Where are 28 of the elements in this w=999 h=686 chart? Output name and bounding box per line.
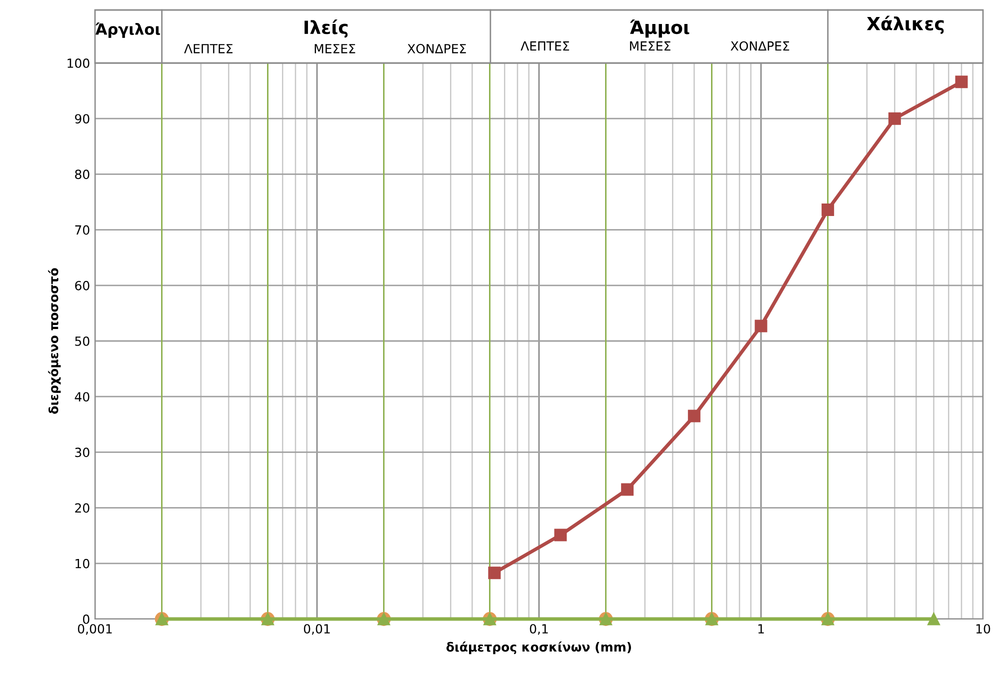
- x-tick-label: 1: [758, 624, 764, 634]
- y-tick-label: 90: [75, 114, 90, 124]
- x-tick-label: 0,1: [530, 624, 548, 635]
- y-tick-label: 50: [75, 336, 90, 346]
- text: ΧΟΝΔΡΕΣ: [407, 44, 466, 54]
- text: Ιλείς: [304, 19, 348, 38]
- y-axis-title: διερχόμενο ποσοστό: [48, 268, 61, 414]
- y-tick-label: 70: [75, 225, 90, 235]
- y-tick-label: 0: [83, 614, 90, 624]
- text: Χάλικες: [866, 16, 944, 34]
- y-tick-label: 80: [75, 170, 90, 180]
- text: ΜΕΣΕΣ: [630, 41, 670, 51]
- y-tick-label: 40: [74, 392, 90, 402]
- x-tick-label: 0,001: [78, 624, 112, 635]
- x-tick-label: 10: [976, 624, 990, 634]
- x-tick-label: 0,01: [304, 624, 330, 635]
- y-tick-label: 60: [75, 280, 90, 290]
- text: Άργιλοι: [95, 22, 160, 38]
- text: ΜΕΣΕΣ: [314, 44, 356, 54]
- y-tick-label: 30: [75, 448, 90, 458]
- x-axis-title: διάμετρος κοσκίνων (mm): [446, 642, 631, 654]
- y-tick-label: 100: [68, 58, 90, 68]
- y-tick-label: 20: [75, 503, 90, 513]
- text: Άμμοι: [630, 19, 690, 38]
- text: ΛΕΠΤΕΣ: [184, 44, 233, 54]
- text: ΛΕΠΤΕΣ: [520, 41, 570, 51]
- text: ΧΟΝΔΡΕΣ: [730, 41, 790, 51]
- y-tick-label: 10: [76, 558, 90, 568]
